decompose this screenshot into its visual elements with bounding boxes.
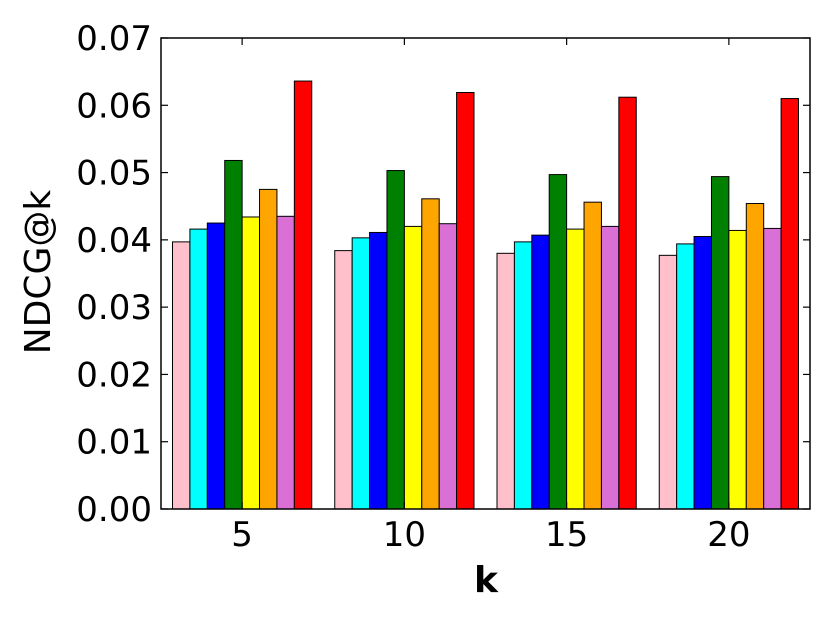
plot-frame	[160, 37, 811, 510]
bar-10-series-3	[369, 231, 388, 510]
bar-5-series-3	[206, 222, 226, 510]
x-tick-label: 20	[707, 515, 750, 555]
bar-10-series-7	[438, 223, 458, 510]
bar-15-series-8	[618, 96, 637, 510]
bar-10-series-1	[334, 250, 353, 510]
bar-15-series-1	[496, 252, 515, 510]
bar-20-series-7	[763, 227, 782, 510]
bar-20-series-8	[780, 98, 799, 510]
bar-5-series-5	[241, 216, 261, 510]
bars-group	[172, 80, 799, 510]
bar-20-series-4	[710, 176, 730, 510]
bar-5-series-6	[259, 188, 278, 510]
bar-5-series-1	[172, 241, 191, 510]
y-tick-label: 0.07	[76, 19, 152, 59]
bar-15-series-4	[548, 174, 568, 510]
bar-15-series-3	[531, 234, 550, 510]
bar-15-series-5	[566, 228, 585, 510]
bar-5-series-2	[189, 228, 208, 510]
bar-10-series-5	[403, 225, 423, 510]
x-axis-label: k	[474, 560, 499, 601]
y-tick-label: 0.03	[76, 288, 152, 328]
bar-20-series-2	[676, 243, 695, 510]
bar-15-series-7	[600, 225, 620, 510]
bar-10-series-4	[386, 170, 405, 510]
y-tick-label: 0.05	[76, 154, 152, 194]
x-tick-label: 5	[231, 515, 253, 555]
bar-5-series-4	[224, 159, 243, 510]
bar-10-series-8	[456, 92, 475, 510]
y-tick-label: 0.00	[76, 490, 152, 530]
bar-5-series-7	[276, 215, 295, 510]
bar-20-series-5	[728, 229, 747, 510]
bar-20-series-6	[745, 203, 765, 510]
bar-20-series-3	[693, 235, 712, 510]
y-tick-label: 0.06	[76, 86, 152, 126]
ticks-group: 5 10 15 20 0.00 0.01 0.02 0.03 0.04 0.05 0.06 0.07	[76, 19, 810, 555]
bar-15-series-2	[513, 241, 533, 510]
y-tick-label: 0.04	[76, 221, 152, 261]
y-tick-label: 0.01	[76, 423, 152, 463]
x-tick-label: 15	[545, 515, 588, 555]
bar-20-series-1	[658, 254, 678, 510]
bar-5-series-8	[293, 80, 313, 510]
x-tick-label: 10	[383, 515, 426, 555]
y-axis-label: NDCG@k	[18, 190, 59, 355]
bar-10-series-6	[421, 198, 440, 510]
bar-10-series-2	[351, 237, 371, 510]
bar-15-series-6	[583, 201, 602, 510]
y-tick-label: 0.02	[76, 355, 152, 395]
